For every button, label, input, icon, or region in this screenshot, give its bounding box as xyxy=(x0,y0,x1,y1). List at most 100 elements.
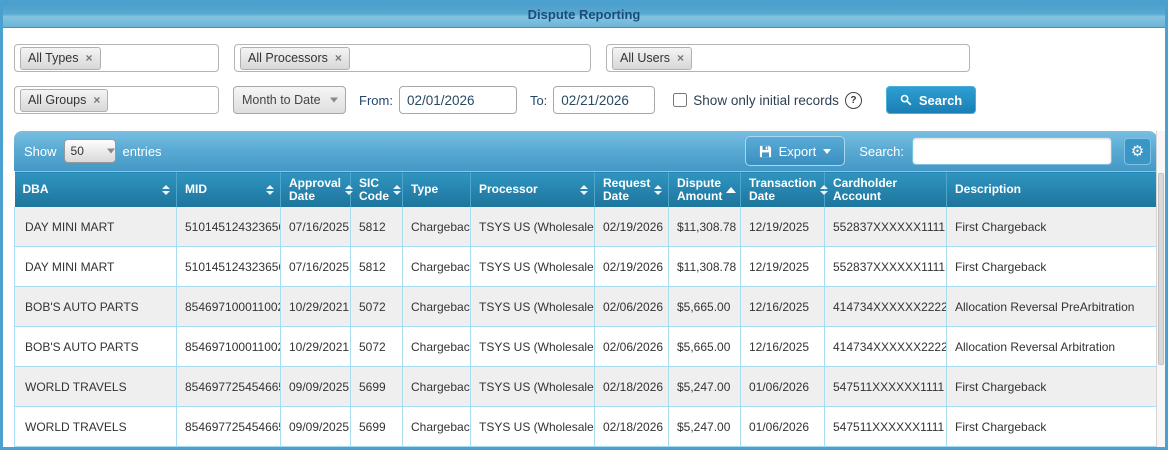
column-header-mid[interactable]: MID xyxy=(177,172,281,208)
cell: WORLD TRAVELS xyxy=(15,367,177,407)
cell: 414734XXXXXX2222 xyxy=(825,287,947,327)
column-header-transaction-date[interactable]: Transaction Date xyxy=(741,172,825,208)
remove-types-icon[interactable]: × xyxy=(86,52,93,64)
cell xyxy=(177,447,281,448)
dispute-table: DBAMIDApproval DateSIC CodeTypeProcessor… xyxy=(14,171,1157,447)
table-row: WORLD TRAVELS854697725454665609/09/20255… xyxy=(15,407,1157,447)
column-header-approval-date[interactable]: Approval Date xyxy=(281,172,351,208)
column-header-description: Description xyxy=(947,172,1157,208)
sort-both-icon xyxy=(393,185,401,195)
cell: First Chargeback xyxy=(947,247,1157,287)
cell: $5,665.00 xyxy=(669,287,741,327)
cell xyxy=(281,447,351,448)
cell xyxy=(825,447,947,448)
cell: 5699 xyxy=(351,407,403,447)
column-header-request-date[interactable]: Request Date xyxy=(595,172,669,208)
table-row-partial xyxy=(15,447,1157,448)
column-label: DBA xyxy=(23,183,49,196)
groups-chip-label: All Groups xyxy=(28,93,86,107)
cell: DAY MINI MART xyxy=(15,207,177,247)
cell: WORLD TRAVELS xyxy=(15,407,177,447)
table-row: WORLD TRAVELS854697725454665609/09/20255… xyxy=(15,367,1157,407)
table-row: BOB'S AUTO PARTS854697100011002210/29/20… xyxy=(15,287,1157,327)
column-label: Description xyxy=(955,183,1021,196)
column-header-sic-code[interactable]: SIC Code xyxy=(351,172,403,208)
cell: TSYS US (Wholesale) xyxy=(471,207,595,247)
groups-filter[interactable]: All Groups × xyxy=(14,86,219,114)
entries-label: entries xyxy=(123,144,162,159)
cell: $5,665.00 xyxy=(669,327,741,367)
cell xyxy=(947,447,1157,448)
search-button[interactable]: Search xyxy=(886,86,976,114)
export-button[interactable]: Export xyxy=(745,136,846,166)
cell: 01/06/2026 xyxy=(741,407,825,447)
scrollbar-thumb[interactable] xyxy=(1158,173,1164,365)
search-button-label: Search xyxy=(919,93,962,108)
cell xyxy=(595,447,669,448)
types-chip-label: All Types xyxy=(28,51,79,65)
remove-processors-icon[interactable]: × xyxy=(335,52,342,64)
from-label: From: xyxy=(359,93,393,108)
cell: DAY MINI MART xyxy=(15,247,177,287)
caret-down-icon xyxy=(823,149,831,154)
cell xyxy=(669,447,741,448)
column-header-dba[interactable]: DBA xyxy=(15,172,177,208)
cell: 07/16/2025 xyxy=(281,247,351,287)
sort-both-icon xyxy=(162,185,170,195)
cell: 12/16/2025 xyxy=(741,327,825,367)
types-filter[interactable]: All Types × xyxy=(14,44,219,72)
cell: 12/16/2025 xyxy=(741,287,825,327)
column-label: Processor xyxy=(479,183,538,196)
column-header-dispute-amount[interactable]: Dispute Amount xyxy=(669,172,741,208)
table-row: BOB'S AUTO PARTS854697100011002210/29/20… xyxy=(15,327,1157,367)
cell: 02/18/2026 xyxy=(595,407,669,447)
page-size-select[interactable]: 50 xyxy=(64,139,116,163)
cell: 02/18/2026 xyxy=(595,367,669,407)
table-row: DAY MINI MART51014512432365607/16/202558… xyxy=(15,207,1157,247)
users-chip-label: All Users xyxy=(620,51,670,65)
date-preset-select[interactable]: Month to Date xyxy=(233,86,346,114)
cell: 8546971000110022 xyxy=(177,287,281,327)
processors-filter[interactable]: All Processors × xyxy=(234,44,591,72)
column-header-processor[interactable]: Processor xyxy=(471,172,595,208)
cell: 552837XXXXXX1111 xyxy=(825,247,947,287)
cell: 510145124323656 xyxy=(177,247,281,287)
from-date-input[interactable] xyxy=(399,86,517,114)
page-title: Dispute Reporting xyxy=(528,7,641,22)
processors-chip-label: All Processors xyxy=(248,51,328,65)
cell xyxy=(741,447,825,448)
cell: $5,247.00 xyxy=(669,407,741,447)
page-title-bar: Dispute Reporting xyxy=(3,3,1165,28)
cell: 10/29/2021 xyxy=(281,287,351,327)
cell: 8546971000110022 xyxy=(177,327,281,367)
cell: BOB'S AUTO PARTS xyxy=(15,287,177,327)
cell: 547511XXXXXX1111 xyxy=(825,407,947,447)
cell: Allocation Reversal PreArbitration xyxy=(947,287,1157,327)
vertical-scrollbar[interactable] xyxy=(1156,131,1165,447)
column-label: Request Date xyxy=(603,177,650,203)
cell xyxy=(403,447,471,448)
cell: Chargeback xyxy=(403,407,471,447)
cell: Chargeback xyxy=(403,327,471,367)
show-label: Show xyxy=(24,144,57,159)
table-search-input[interactable] xyxy=(912,137,1112,165)
sort-both-icon xyxy=(266,185,274,195)
table-host: DBAMIDApproval DateSIC CodeTypeProcessor… xyxy=(14,171,1157,447)
cell: 01/06/2026 xyxy=(741,367,825,407)
filter-row-2: All Groups × Month to Date From: To: Sho… xyxy=(14,86,976,114)
cell: First Chargeback xyxy=(947,207,1157,247)
cell: 02/06/2026 xyxy=(595,327,669,367)
to-date-input[interactable] xyxy=(553,86,655,114)
groups-chip: All Groups × xyxy=(20,89,108,112)
cell: TSYS US (Wholesale) xyxy=(471,327,595,367)
settings-button[interactable]: ⚙ xyxy=(1124,138,1151,165)
help-icon[interactable]: ? xyxy=(845,92,862,109)
initial-records-checkbox[interactable] xyxy=(673,93,687,107)
cell: Chargeback xyxy=(403,247,471,287)
export-button-label: Export xyxy=(779,144,817,159)
cell xyxy=(351,447,403,448)
users-filter[interactable]: All Users × xyxy=(606,44,970,72)
remove-users-icon[interactable]: × xyxy=(677,52,684,64)
cell: BOB'S AUTO PARTS xyxy=(15,327,177,367)
remove-groups-icon[interactable]: × xyxy=(93,94,100,106)
